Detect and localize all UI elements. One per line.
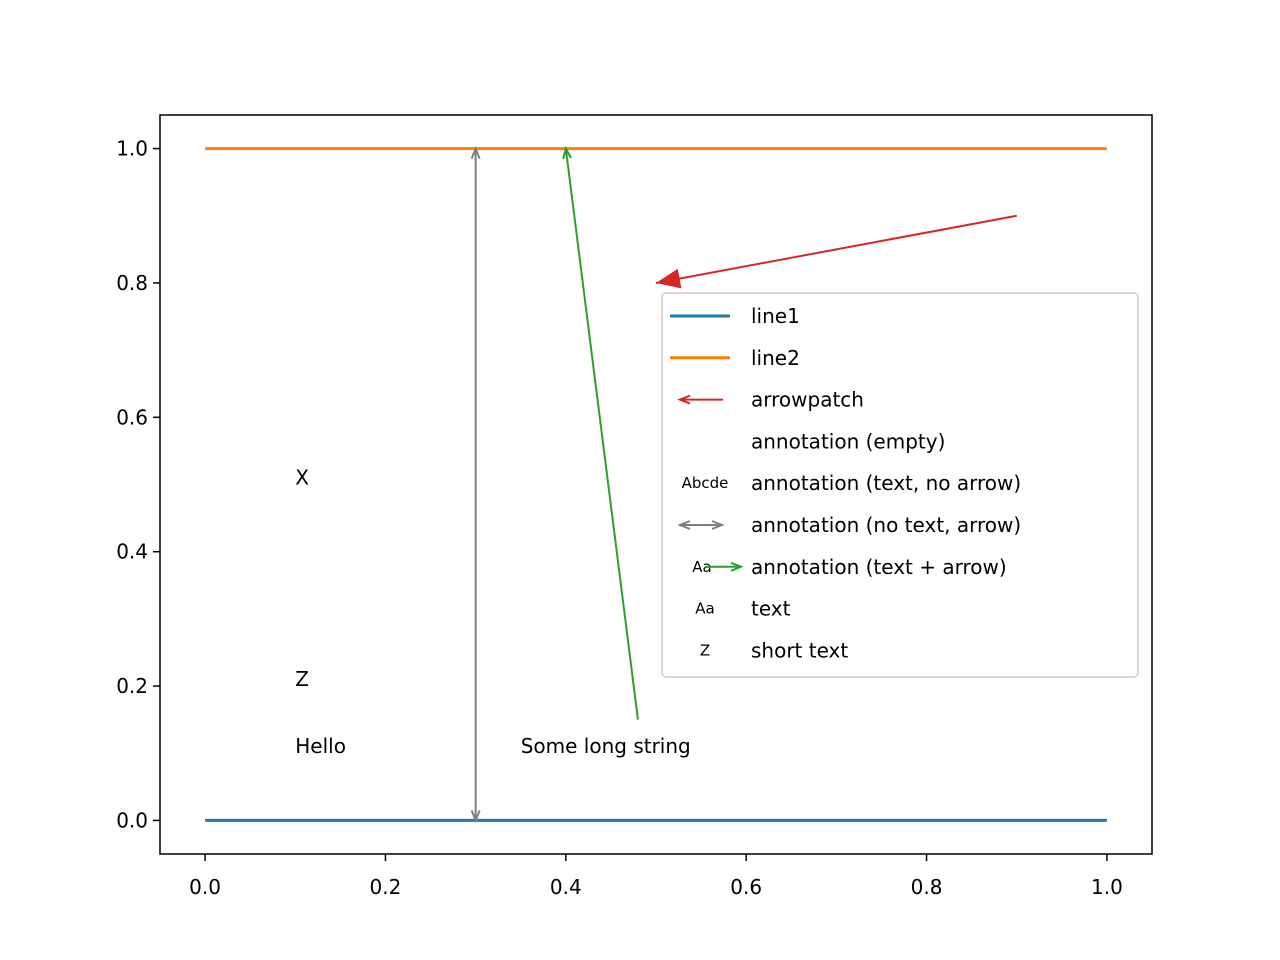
annotation-text: X bbox=[295, 466, 309, 490]
arrow-shaft bbox=[564, 148, 639, 720]
legend: line1 line2 arrowpatch annotation (empty) Ab… bbox=[661, 292, 1139, 678]
legend-label: text bbox=[751, 597, 791, 621]
arrow-head bbox=[677, 394, 691, 405]
arrow-head bbox=[470, 810, 481, 824]
annotation-text: Some long string bbox=[521, 734, 691, 758]
y-tick-label: 0.6 bbox=[116, 405, 148, 429]
legend-label: annotation (text + arrow) bbox=[751, 555, 1007, 579]
y-tick-label: 0.0 bbox=[116, 808, 148, 832]
legend-handle-text: Z bbox=[700, 641, 710, 659]
x-tick-label: 1.0 bbox=[1091, 875, 1123, 899]
arrow bbox=[705, 561, 744, 572]
arrow-head bbox=[711, 520, 725, 530]
legend-label: line1 bbox=[751, 304, 800, 328]
y-tick-label: 0.4 bbox=[116, 540, 148, 564]
annotation-text: Z bbox=[295, 667, 309, 691]
legend-handle-text: Aa bbox=[695, 600, 714, 618]
arrow-shaft bbox=[655, 214, 1017, 284]
x-tick-label: 0.8 bbox=[911, 875, 943, 899]
arrow-head bbox=[656, 268, 682, 289]
arrow-head bbox=[730, 561, 744, 572]
arrow bbox=[470, 145, 481, 824]
x-tick-label: 0.6 bbox=[730, 875, 762, 899]
y-tick-label: 1.0 bbox=[116, 137, 148, 161]
annotation-text: Hello bbox=[295, 734, 346, 758]
legend-box bbox=[661, 292, 1139, 678]
legend-label: short text bbox=[751, 638, 848, 662]
legend-label: arrowpatch bbox=[751, 388, 864, 412]
arrow bbox=[562, 145, 639, 720]
legend-handle-text: Aa bbox=[692, 558, 711, 576]
x-tick-label: 0.0 bbox=[189, 875, 221, 899]
x-tick-label: 0.4 bbox=[550, 875, 582, 899]
axes-frame bbox=[159, 114, 1153, 855]
legend-label: annotation (empty) bbox=[751, 429, 945, 453]
arrow bbox=[655, 214, 1017, 289]
y-tick-label: 0.8 bbox=[116, 271, 148, 295]
arrow-head bbox=[677, 520, 691, 530]
arrow-head bbox=[470, 145, 481, 159]
y-tick-label: 0.2 bbox=[116, 674, 148, 698]
arrow bbox=[677, 394, 723, 405]
legend-label: annotation (text, no arrow) bbox=[751, 471, 1021, 495]
x-tick-label: 0.2 bbox=[370, 875, 402, 899]
legend-handle-text: Abcde bbox=[682, 474, 729, 492]
legend-label: line2 bbox=[751, 346, 800, 370]
legend-label: annotation (no text, arrow) bbox=[751, 513, 1021, 537]
arrow-head bbox=[562, 145, 572, 160]
arrow bbox=[677, 520, 725, 530]
